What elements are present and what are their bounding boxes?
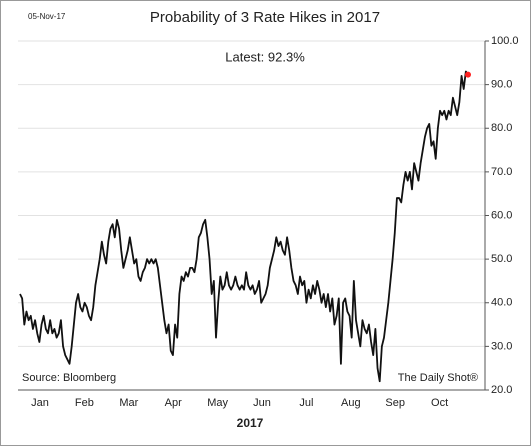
- x-tick-label: Jun: [253, 397, 271, 409]
- x-axis-title: 2017: [237, 416, 264, 430]
- y-tick-label: 60.0: [491, 209, 512, 221]
- x-tick-label: Jan: [31, 397, 49, 409]
- y-tick-label: 50.0: [491, 253, 512, 265]
- last-point: [465, 71, 471, 78]
- x-tick-label: Feb: [75, 397, 94, 409]
- source: Source: Bloomberg: [22, 372, 116, 384]
- date-label: 05-Nov-17: [28, 12, 66, 21]
- series-line: [19, 70, 469, 383]
- y-tick-label: 20.0: [491, 384, 512, 396]
- y-tick-label: 30.0: [491, 340, 512, 352]
- annotation: Latest: 92.3%: [225, 49, 305, 64]
- chart-title: Probability of 3 Rate Hikes in 2017: [150, 9, 380, 26]
- x-tick-label: May: [207, 397, 228, 409]
- x-tick-label: Jul: [299, 397, 313, 409]
- x-tick-label: Sep: [385, 397, 405, 409]
- y-tick-label: 100.0: [491, 35, 519, 47]
- y-tick-label: 90.0: [491, 79, 512, 91]
- x-tick-label: Apr: [165, 397, 182, 409]
- x-tick-label: Aug: [341, 397, 361, 409]
- x-tick-label: Mar: [119, 397, 138, 409]
- x-tick-label: Oct: [431, 397, 448, 409]
- y-tick-label: 70.0: [491, 166, 512, 178]
- y-tick-label: 80.0: [491, 122, 512, 134]
- y-tick-label: 40.0: [491, 297, 512, 309]
- credit: The Daily Shot®: [398, 372, 478, 384]
